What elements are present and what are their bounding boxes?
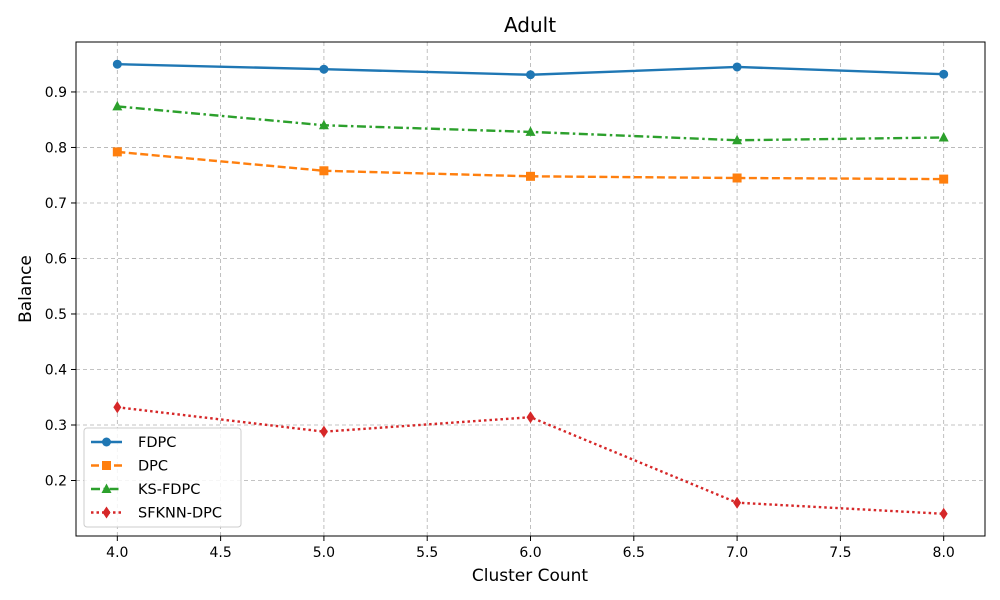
fdpc-point bbox=[526, 70, 535, 80]
sfknn-dpc-point bbox=[526, 411, 535, 424]
legend-marker bbox=[102, 437, 111, 447]
sfknn-dpc-line bbox=[117, 406, 944, 515]
legend-label: KS-FDPC bbox=[138, 482, 200, 498]
legend-label: DPC bbox=[138, 459, 168, 475]
legend-entry-sfknn-dpc: SFKNN-DPC bbox=[91, 506, 222, 522]
y-tick-label: 0.5 bbox=[45, 307, 67, 323]
grid bbox=[76, 42, 985, 536]
legend: FDPC DPC KS-FDPC SFKNN-DPC bbox=[83, 427, 242, 528]
legend-marker bbox=[102, 461, 111, 470]
dpc-point bbox=[319, 166, 329, 176]
sfknn-dpc-point bbox=[319, 425, 328, 438]
fdpc-point bbox=[319, 64, 329, 74]
series-ks-fdpc bbox=[112, 100, 949, 145]
y-tick-label: 0.9 bbox=[45, 85, 67, 101]
ks-fdpc-point bbox=[732, 134, 743, 145]
fdpc-point bbox=[112, 59, 122, 69]
series-dpc bbox=[112, 147, 949, 184]
x-tick-label: 6.0 bbox=[519, 545, 541, 561]
legend-label: SFKNN-DPC bbox=[138, 506, 222, 522]
ks-fdpc-point bbox=[938, 131, 949, 142]
x-tick-label: 4.0 bbox=[106, 545, 128, 561]
ks-fdpc-point bbox=[525, 126, 536, 136]
dpc-point bbox=[939, 174, 949, 184]
y-tick-label: 0.3 bbox=[45, 418, 67, 434]
fdpc-point bbox=[732, 62, 742, 72]
dpc-point bbox=[112, 147, 122, 157]
x-tick-label: 4.5 bbox=[209, 545, 231, 561]
dpc-point bbox=[526, 171, 535, 181]
y-axis-ticks: 0.2 0.3 0.4 0.5 0.6 0.7 0.8 0.9 bbox=[45, 85, 76, 489]
x-tick-label: 5.5 bbox=[416, 545, 438, 561]
x-tick-label: 6.5 bbox=[623, 545, 645, 561]
series-fdpc bbox=[112, 59, 949, 80]
y-tick-label: 0.7 bbox=[45, 196, 67, 212]
ks-fdpc-point bbox=[318, 119, 329, 130]
y-tick-label: 0.8 bbox=[45, 140, 67, 156]
legend-entry-ks-fdpc: KS-FDPC bbox=[91, 482, 200, 498]
chart-title: Adult bbox=[504, 13, 556, 37]
y-tick-label: 0.2 bbox=[45, 473, 67, 489]
fdpc-point bbox=[939, 69, 949, 79]
series-lines bbox=[112, 59, 949, 520]
y-tick-label: 0.4 bbox=[45, 362, 67, 378]
x-tick-label: 8.0 bbox=[933, 545, 955, 561]
x-tick-label: 7.5 bbox=[829, 545, 851, 561]
sfknn-dpc-point bbox=[939, 507, 948, 520]
legend-entry-dpc: DPC bbox=[91, 459, 168, 475]
sfknn-dpc-point bbox=[113, 401, 122, 414]
series-sfknn-dpc bbox=[113, 401, 948, 520]
sfknn-dpc-point bbox=[733, 496, 742, 509]
y-axis-label: Balance bbox=[16, 255, 36, 323]
legend-label: FDPC bbox=[138, 435, 176, 451]
legend-marker bbox=[101, 483, 112, 493]
x-tick-label: 5.0 bbox=[313, 545, 335, 561]
legend-box bbox=[83, 427, 242, 528]
x-axis-label: Cluster Count bbox=[472, 566, 589, 586]
legend-marker bbox=[102, 506, 111, 519]
legend-entry-fdpc: FDPC bbox=[91, 435, 176, 451]
x-tick-label: 7.0 bbox=[726, 545, 748, 561]
dpc-point bbox=[732, 173, 742, 183]
y-tick-label: 0.6 bbox=[45, 251, 67, 267]
ks-fdpc-point bbox=[112, 100, 123, 111]
x-axis-ticks: 4.0 4.5 5.0 5.5 6.0 6.5 7.0 7.5 8.0 bbox=[106, 536, 955, 561]
